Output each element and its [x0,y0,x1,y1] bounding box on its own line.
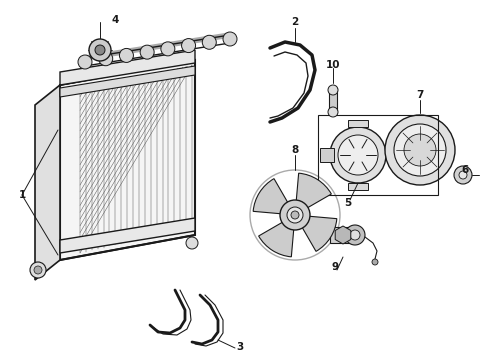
Polygon shape [60,218,195,253]
Circle shape [345,225,365,245]
Circle shape [394,124,446,176]
Polygon shape [35,85,60,280]
Circle shape [98,52,113,66]
Bar [320,148,334,162]
Bar [318,115,438,195]
Wedge shape [296,173,331,208]
Bar [330,227,355,243]
Text: 9: 9 [331,262,339,272]
Circle shape [120,49,133,62]
Circle shape [372,259,378,265]
Text: 2: 2 [292,17,298,27]
Text: 6: 6 [462,165,468,175]
Text: 8: 8 [292,145,298,155]
Circle shape [328,85,338,95]
Circle shape [338,135,378,175]
Circle shape [328,107,338,117]
Wedge shape [302,216,337,251]
Circle shape [89,39,111,61]
Polygon shape [60,60,195,260]
Circle shape [78,55,92,69]
Circle shape [182,39,196,53]
Polygon shape [335,226,351,244]
Circle shape [95,45,105,55]
Circle shape [140,45,154,59]
Circle shape [34,266,42,274]
Circle shape [161,42,175,56]
Circle shape [459,171,467,179]
Polygon shape [60,66,195,97]
Circle shape [291,211,299,219]
Circle shape [287,207,303,223]
Polygon shape [60,50,195,85]
Text: 5: 5 [344,198,352,208]
Circle shape [30,262,46,278]
Circle shape [454,166,472,184]
Text: 10: 10 [326,60,340,70]
Circle shape [350,230,360,240]
Text: 4: 4 [111,15,119,25]
Circle shape [330,127,386,183]
Bar [329,88,337,110]
Circle shape [223,32,237,46]
Circle shape [280,200,310,230]
Circle shape [385,115,455,185]
Circle shape [186,237,198,249]
Polygon shape [348,183,368,190]
Wedge shape [259,222,294,257]
Wedge shape [253,179,288,214]
Text: 1: 1 [19,190,25,200]
Text: 7: 7 [416,90,424,100]
Polygon shape [348,120,368,127]
Text: 3: 3 [236,342,244,352]
Circle shape [404,134,436,166]
Circle shape [202,35,216,49]
